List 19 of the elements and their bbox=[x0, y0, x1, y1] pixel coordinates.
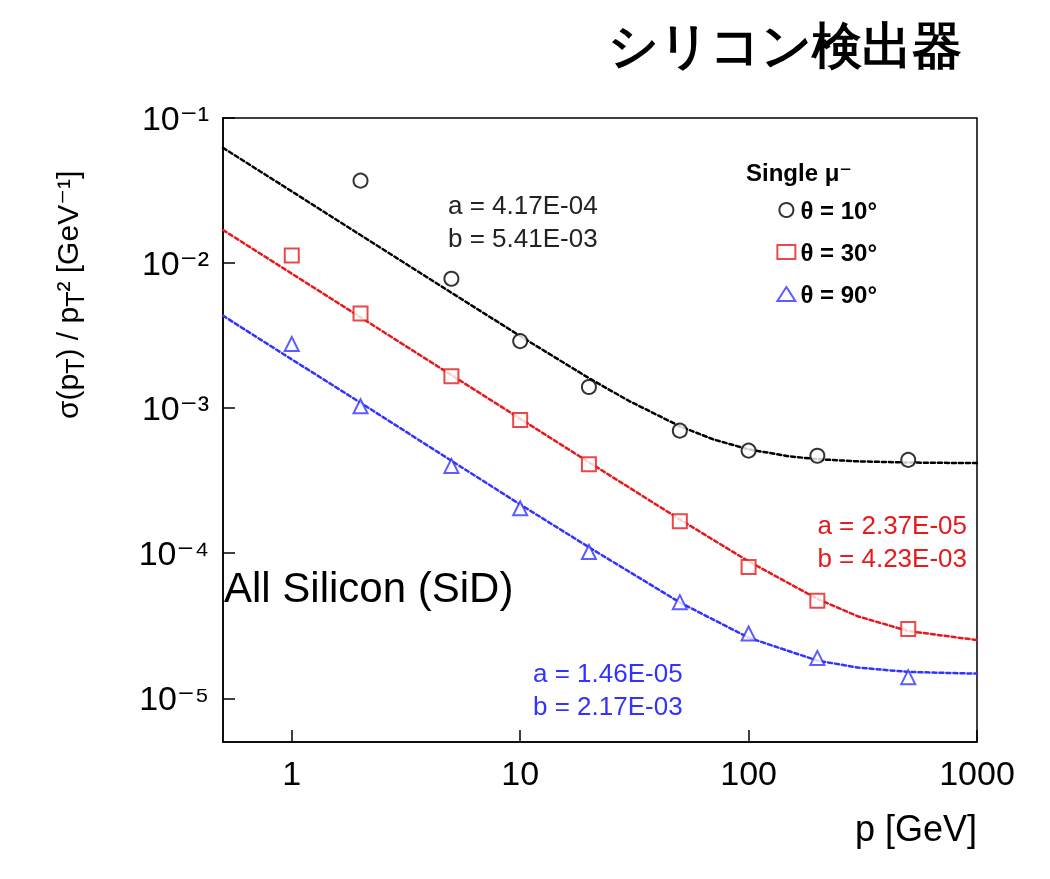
y-tick-label: 10⁻⁵ bbox=[139, 679, 209, 718]
chart-title: シリコン検出器 bbox=[608, 17, 962, 75]
legend-label: θ = 30° bbox=[800, 238, 878, 266]
x-tick-label: 10 bbox=[501, 754, 540, 792]
annotation: All Silicon (SiD) bbox=[224, 563, 514, 611]
x-tick-label: 1 bbox=[282, 754, 302, 792]
y-tick-label: 10⁻³ bbox=[141, 389, 209, 428]
legend-label: θ = 90° bbox=[800, 280, 878, 308]
annotation: a = 2.37E-05 b = 4.23E-03 bbox=[817, 509, 968, 573]
annotation: a = 1.46E-05 b = 2.17E-03 bbox=[533, 657, 683, 721]
y-tick-label: 10⁻² bbox=[141, 244, 209, 283]
x-tick-label: 1000 bbox=[939, 754, 1015, 792]
x-tick-label: 100 bbox=[720, 754, 777, 792]
legend-label: θ = 10° bbox=[800, 196, 878, 224]
y-tick-label: 10⁻¹ bbox=[141, 99, 209, 137]
legend-title: Single μ⁻ bbox=[746, 158, 853, 186]
y-tick-label: 10⁻⁴ bbox=[138, 534, 209, 573]
x-axis-title: p [GeV] bbox=[854, 807, 977, 849]
annotation: a = 4.17E-04 b = 5.41E-03 bbox=[448, 189, 598, 253]
